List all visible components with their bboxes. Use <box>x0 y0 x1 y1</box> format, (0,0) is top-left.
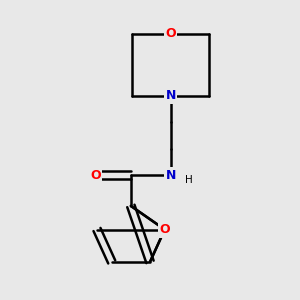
Text: N: N <box>165 89 176 102</box>
Text: N: N <box>165 169 176 182</box>
Text: H: H <box>185 175 193 185</box>
Text: O: O <box>165 27 176 40</box>
Text: O: O <box>159 223 170 236</box>
Text: O: O <box>90 169 101 182</box>
